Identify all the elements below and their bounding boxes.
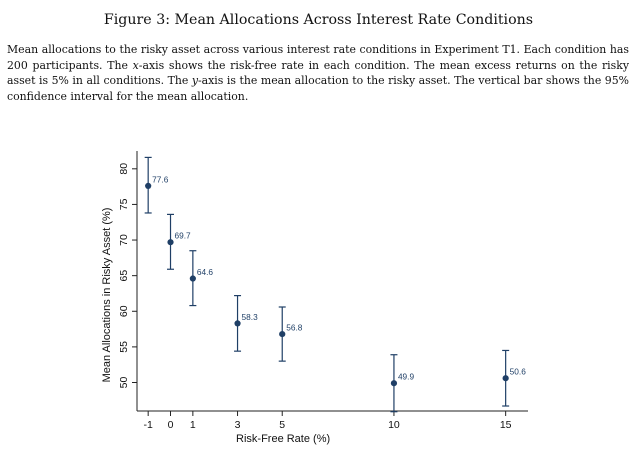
x-tick-label: 10 — [388, 419, 400, 431]
x-tick-label: 3 — [235, 419, 241, 431]
x-tick-label: 5 — [279, 419, 285, 431]
y-tick-label: 50 — [118, 377, 130, 389]
caption-text-2: -axis shows the risk-free rate in each c… — [7, 58, 629, 88]
figure-title: Figure 3: Mean Allocations Across Intere… — [103, 12, 534, 28]
data-point — [502, 375, 509, 382]
y-tick-label: 55 — [118, 341, 130, 353]
x-axis-title: Risk-Free Rate (%) — [236, 433, 330, 445]
data-point — [279, 330, 286, 338]
x-tick-label: -1 — [143, 419, 152, 431]
data-point — [167, 239, 174, 246]
caption-text-3: -axis is the mean allocation to the risk… — [7, 74, 629, 103]
data-label: 64.6 — [197, 267, 214, 277]
x-tick-label: 0 — [168, 419, 174, 431]
y-tick-label: 80 — [118, 163, 130, 175]
data-label: 58.3 — [242, 312, 259, 322]
y-axis-title: Mean Allocations in Risky Asset (%) — [101, 208, 113, 383]
y-tick-label: 75 — [118, 198, 130, 210]
y-tick-label: 65 — [118, 270, 130, 282]
caption-y-symbol: y — [191, 74, 198, 88]
data-point — [390, 380, 398, 387]
data-label: 49.9 — [398, 372, 415, 382]
data-point — [145, 182, 152, 190]
data-label: 77.6 — [152, 174, 169, 184]
x-tick-label: 15 — [500, 419, 512, 431]
data-label: 56.8 — [286, 323, 303, 333]
y-tick-label: 60 — [118, 305, 130, 317]
data-label: 50.6 — [510, 367, 527, 377]
caption-x-symbol: x — [132, 58, 139, 72]
x-tick-label: 1 — [190, 419, 196, 431]
figure-caption: Mean allocations to the risky asset acro… — [7, 42, 629, 104]
y-tick-label: 70 — [118, 234, 130, 246]
caption-text-1: Mean allocations to the risky asset acro… — [7, 43, 629, 72]
data-label: 69.7 — [175, 231, 192, 241]
data-point — [234, 320, 241, 327]
data-point — [189, 275, 196, 282]
